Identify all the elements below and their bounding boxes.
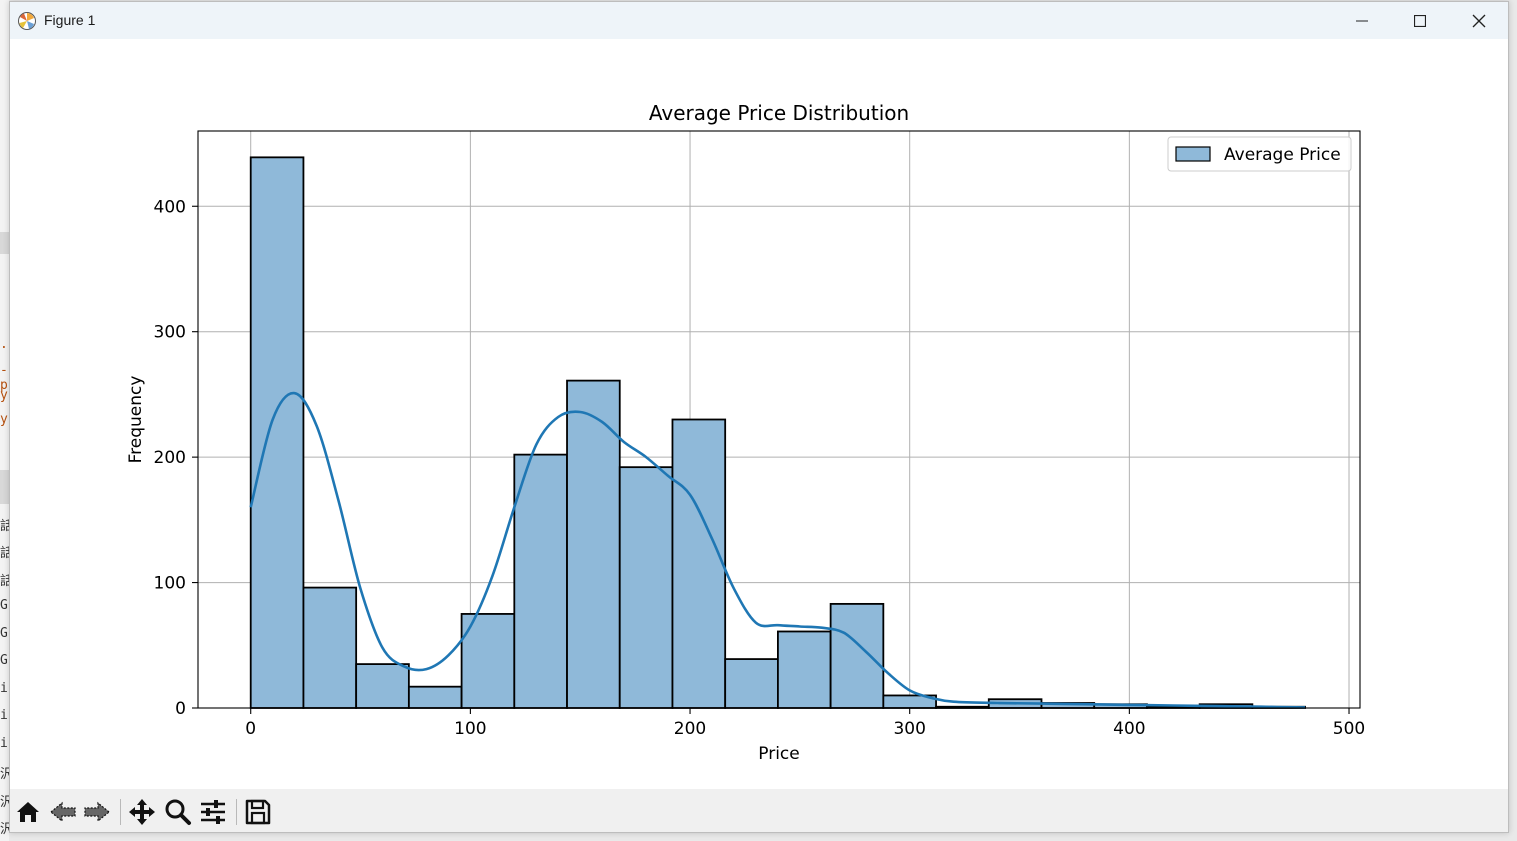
figure-canvas[interactable]: 0 100 200 300 400 500 0 100 200 300 400 Average Pr…	[10, 39, 1508, 789]
background-text-fragment: y	[0, 388, 8, 403]
axes-frame	[197, 130, 1361, 709]
toolbar-separator	[236, 799, 237, 825]
figure-window: Figure 1 0 100 200 300 400 500 0 100 200 300 400	[9, 1, 1509, 833]
background-text-fragment: 話	[0, 546, 9, 561]
y-tick-label: 400	[154, 197, 186, 217]
y-tick-label: 0	[175, 699, 186, 719]
background-text-fragment: 話	[0, 574, 9, 589]
back-button[interactable]	[48, 797, 78, 827]
x-tick-label: 0	[245, 719, 256, 739]
histogram-bar	[513, 453, 568, 709]
save-icon	[245, 799, 271, 825]
legend: Average Price	[1167, 136, 1352, 172]
x-tick-label: 200	[674, 719, 706, 739]
x-axis-label: Price	[758, 744, 799, 764]
background-text-fragment: 沢	[0, 795, 9, 810]
x-tick-label: 500	[1333, 719, 1365, 739]
legend-swatch	[1175, 146, 1211, 162]
zoom-icon	[165, 799, 191, 825]
y-tick-label: 300	[154, 323, 186, 343]
matplotlib-app-icon	[17, 11, 37, 31]
navigation-toolbar	[10, 789, 1508, 832]
ticks-layer: 0 100 200 300 400 500 0 100 200 300 400	[154, 197, 1366, 739]
histogram-bar	[777, 630, 832, 709]
forward-button[interactable]	[82, 797, 112, 827]
configure-subplots-icon	[201, 800, 225, 824]
pan-icon	[129, 799, 155, 825]
histogram-bar	[407, 685, 463, 709]
chart-title: Average Price Distribution	[649, 101, 909, 125]
forward-arrow-icon	[84, 801, 110, 823]
x-tick-label: 100	[454, 719, 486, 739]
toolbar-separator	[120, 799, 121, 825]
maximize-icon	[1414, 14, 1426, 27]
histogram-bar	[724, 658, 779, 709]
histogram-bar	[302, 586, 358, 709]
close-icon	[1472, 14, 1486, 27]
background-text-fragment: G	[0, 598, 8, 613]
kde-layer	[249, 391, 1306, 709]
background-text-fragment: 話	[0, 519, 9, 534]
y-axis-label: Frequency	[126, 376, 146, 464]
title-bar[interactable]: Figure 1	[10, 2, 1508, 39]
background-text-fragment: i	[0, 708, 8, 723]
bars-layer	[249, 156, 1306, 709]
background-text-fragment: i	[0, 736, 8, 751]
background-text-fragment: .1	[0, 337, 9, 352]
kde-curve	[249, 391, 1306, 709]
background-text-fragment: i	[0, 681, 8, 696]
background-band	[0, 232, 9, 254]
background-text-fragment: 沢	[0, 767, 9, 782]
x-tick-label: 300	[893, 719, 925, 739]
minimize-button[interactable]	[1333, 2, 1391, 39]
histogram-bar	[249, 156, 305, 709]
background-text-fragment: G	[0, 653, 8, 668]
minimize-icon	[1356, 20, 1368, 21]
histogram-chart: 0 100 200 300 400 500 0 100 200 300 400 Average Pr…	[126, 101, 1366, 764]
legend-box	[1167, 136, 1352, 172]
pan-button[interactable]	[127, 797, 157, 827]
home-button[interactable]	[13, 797, 43, 827]
background-text-fragment: -p	[0, 363, 8, 393]
background-text-fragment: y	[0, 412, 8, 427]
y-tick-label: 200	[154, 448, 186, 468]
histogram-bar	[829, 602, 885, 709]
x-tick-label: 400	[1113, 719, 1145, 739]
histogram-bar	[355, 663, 410, 709]
histogram-bar	[618, 466, 674, 709]
home-icon	[17, 802, 39, 822]
back-arrow-icon	[50, 801, 76, 823]
save-button[interactable]	[243, 797, 273, 827]
close-button[interactable]	[1450, 2, 1508, 39]
window-title: Figure 1	[44, 12, 96, 28]
background-window-strip: .1 -p y y 話 話 話 G G G i i i 沢 沢 沢	[0, 0, 9, 841]
legend-label: Average Price	[1224, 145, 1341, 165]
configure-subplots-button[interactable]	[198, 797, 228, 827]
zoom-button[interactable]	[163, 797, 193, 827]
maximize-button[interactable]	[1391, 2, 1449, 39]
histogram-bar	[671, 418, 727, 709]
y-tick-label: 100	[154, 574, 186, 594]
background-text-fragment: G	[0, 626, 8, 641]
background-band	[0, 470, 9, 504]
background-text-fragment: 沢	[0, 822, 9, 837]
